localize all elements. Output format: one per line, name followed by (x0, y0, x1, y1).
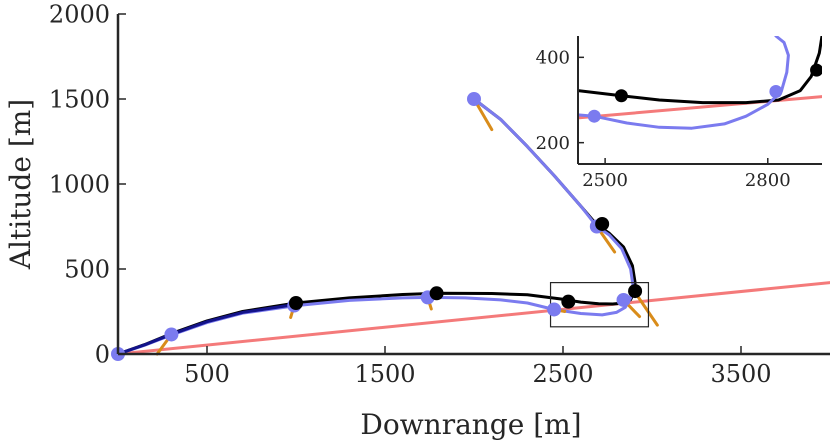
main-connector-line (118, 302, 298, 356)
inset-reference-marker (614, 89, 628, 103)
main-reference-marker (595, 216, 610, 231)
main-reference-marker (628, 284, 643, 299)
main-actual-marker (164, 327, 179, 342)
main-x-tick-label: 1500 (354, 360, 415, 388)
inset-x-tick-label: 2800 (745, 170, 791, 191)
main-y-tick-label: 1500 (49, 85, 110, 113)
main-actual-marker (547, 302, 562, 317)
main-x-tick-label: 2500 (532, 360, 593, 388)
main-actual-marker (467, 92, 481, 106)
inset-actual-trajectory-line (578, 36, 790, 130)
main-reference-marker (289, 296, 303, 310)
inset-actual-marker (769, 84, 783, 98)
main-plot: 500 1500 2500 3500 0 500 1000 1500 2000 Downrang… (4, 0, 830, 441)
main-y-tick-label: 1000 (49, 170, 110, 198)
main-y-tick-label: 0 (95, 340, 110, 368)
y-axis-title: Altitude [m] (4, 99, 37, 270)
main-y-tick-label: 2000 (49, 0, 110, 28)
main-x-tick-label: 3500 (710, 360, 771, 388)
inset-x-tick-label: 2500 (582, 170, 628, 191)
inset-reference-marker (810, 63, 822, 77)
inset-y-tick-label: 400 (536, 48, 570, 69)
inset-plot: 2500 2800 200 400 (536, 36, 822, 191)
main-reference-marker (429, 286, 444, 301)
main-x-tick-label: 500 (184, 360, 230, 388)
inset-y-tick-label: 200 (536, 133, 570, 154)
main-reference-marker (561, 294, 576, 309)
x-axis-title: Downrange [m] (360, 408, 581, 441)
main-ground-line-line (118, 281, 830, 356)
main-y-tick-label: 500 (64, 255, 110, 283)
inset-actual-marker (587, 109, 601, 123)
main-actual-marker (616, 292, 631, 307)
